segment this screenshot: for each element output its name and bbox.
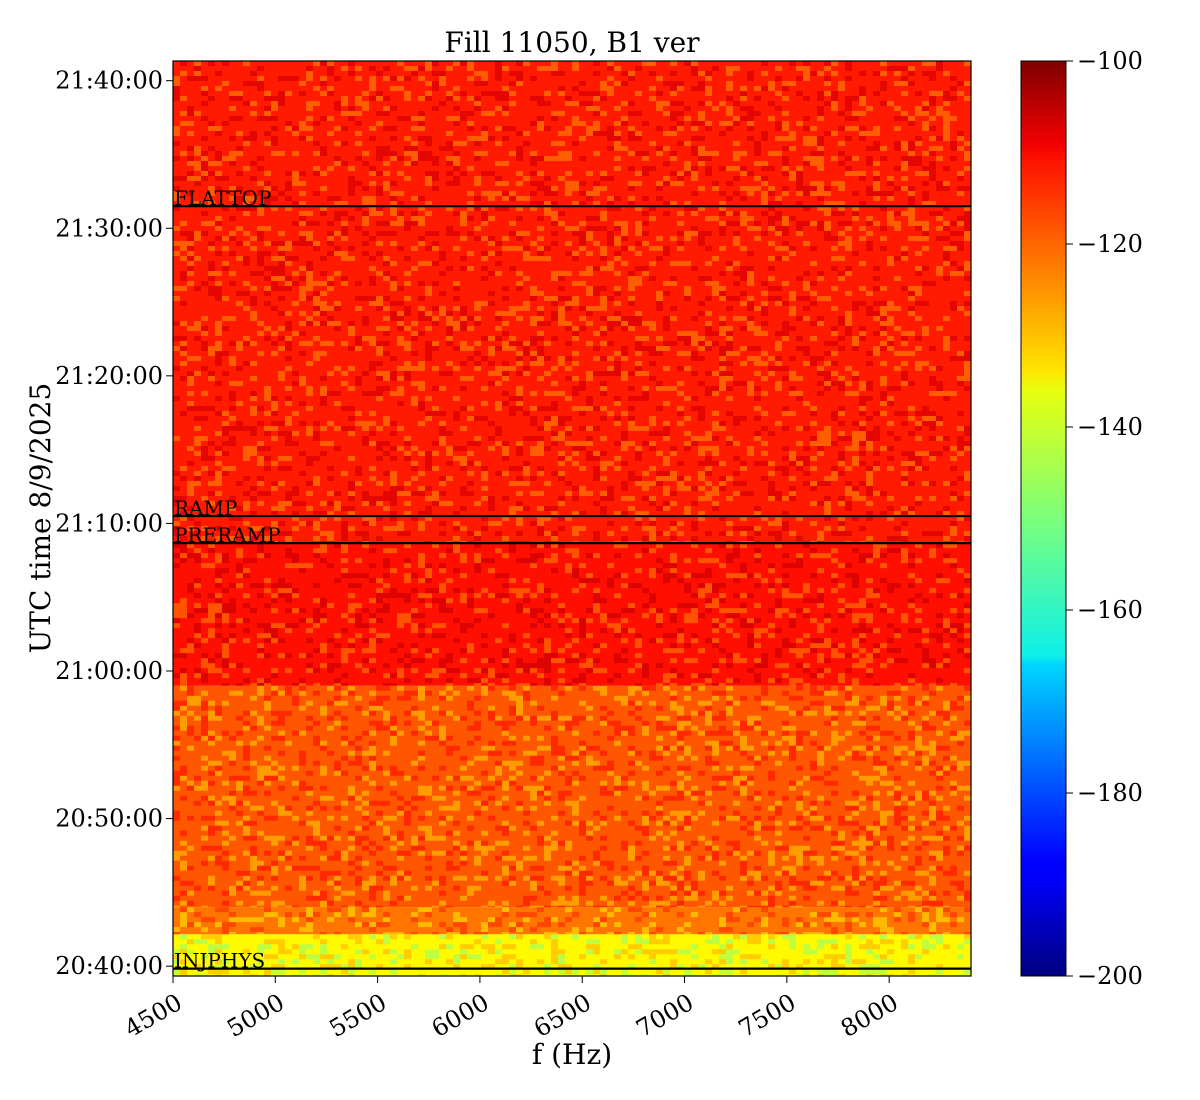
heatmap-noise-low [173,907,964,935]
heatmap-band [173,685,971,908]
heatmap-noise-high [173,907,971,935]
y-axis-label: UTC time 8/9/2025 [24,383,57,654]
heatmap-noise-low [173,543,971,686]
heatmap-noise-high [173,543,971,686]
heatmap-noise-high [173,61,971,544]
heatmap-band [173,61,971,544]
chart-title: Fill 11050, B1 ver [444,26,700,59]
heatmap-band [173,543,971,686]
heatmap-noise-high [173,685,971,908]
y-tick-label: 20:40:00 [55,952,163,980]
heatmap-band [173,934,971,976]
x-tick-label: 6500 [529,988,596,1043]
x-tick-label: 7000 [631,988,698,1043]
heatmap-noise-high [173,934,971,976]
x-tick-label: 8000 [836,988,903,1043]
y-tick-label: 21:40:00 [55,67,163,95]
colorbar [1020,60,1067,977]
x-tick-label: 4500 [120,988,187,1043]
colorbar-tick-label: −160 [1077,596,1143,624]
heatmap-noise-low [173,685,971,908]
event-markers: INJPHYS PRERAMP RAMP FLATTOP [173,186,971,973]
y-tick-label: 21:10:00 [55,509,163,537]
colorbar-tick-label: −140 [1077,413,1143,441]
heatmap-plot [173,61,971,976]
event-label: INJPHYS [174,949,265,973]
x-tick-label: 5500 [325,988,392,1043]
y-tick-label: 21:30:00 [55,214,163,242]
y-tick-label: 20:50:00 [55,805,163,833]
x-axis: 4500 5000 5500 6000 6500 7000 7500 8000 [120,976,903,1043]
colorbar-tick-label: −180 [1077,779,1143,807]
colorbar-tick-label: −100 [1077,47,1143,75]
colorbar-ticks: −100 −120 −140 −160 −180 −200 [1066,47,1143,990]
x-tick-label: 7500 [734,988,801,1043]
x-tick-label: 6000 [427,988,494,1043]
y-axis: 20:40:00 20:50:00 21:00:00 21:10:00 21:20:00… [55,67,173,980]
colorbar-tick-label: −120 [1077,230,1143,258]
y-tick-label: 21:00:00 [55,657,163,685]
y-tick-label: 21:20:00 [55,362,163,390]
colorbar-tick-label: −200 [1077,962,1143,990]
x-axis-label: f (Hz) [532,1038,612,1071]
x-tick-label: 5000 [222,988,289,1043]
event-label: FLATTOP [174,186,271,210]
heatmap-noise-low [173,61,971,544]
heatmap-band [173,907,971,935]
event-label: PRERAMP [174,523,281,547]
plot-frame [172,60,972,977]
event-label: RAMP [174,496,237,520]
